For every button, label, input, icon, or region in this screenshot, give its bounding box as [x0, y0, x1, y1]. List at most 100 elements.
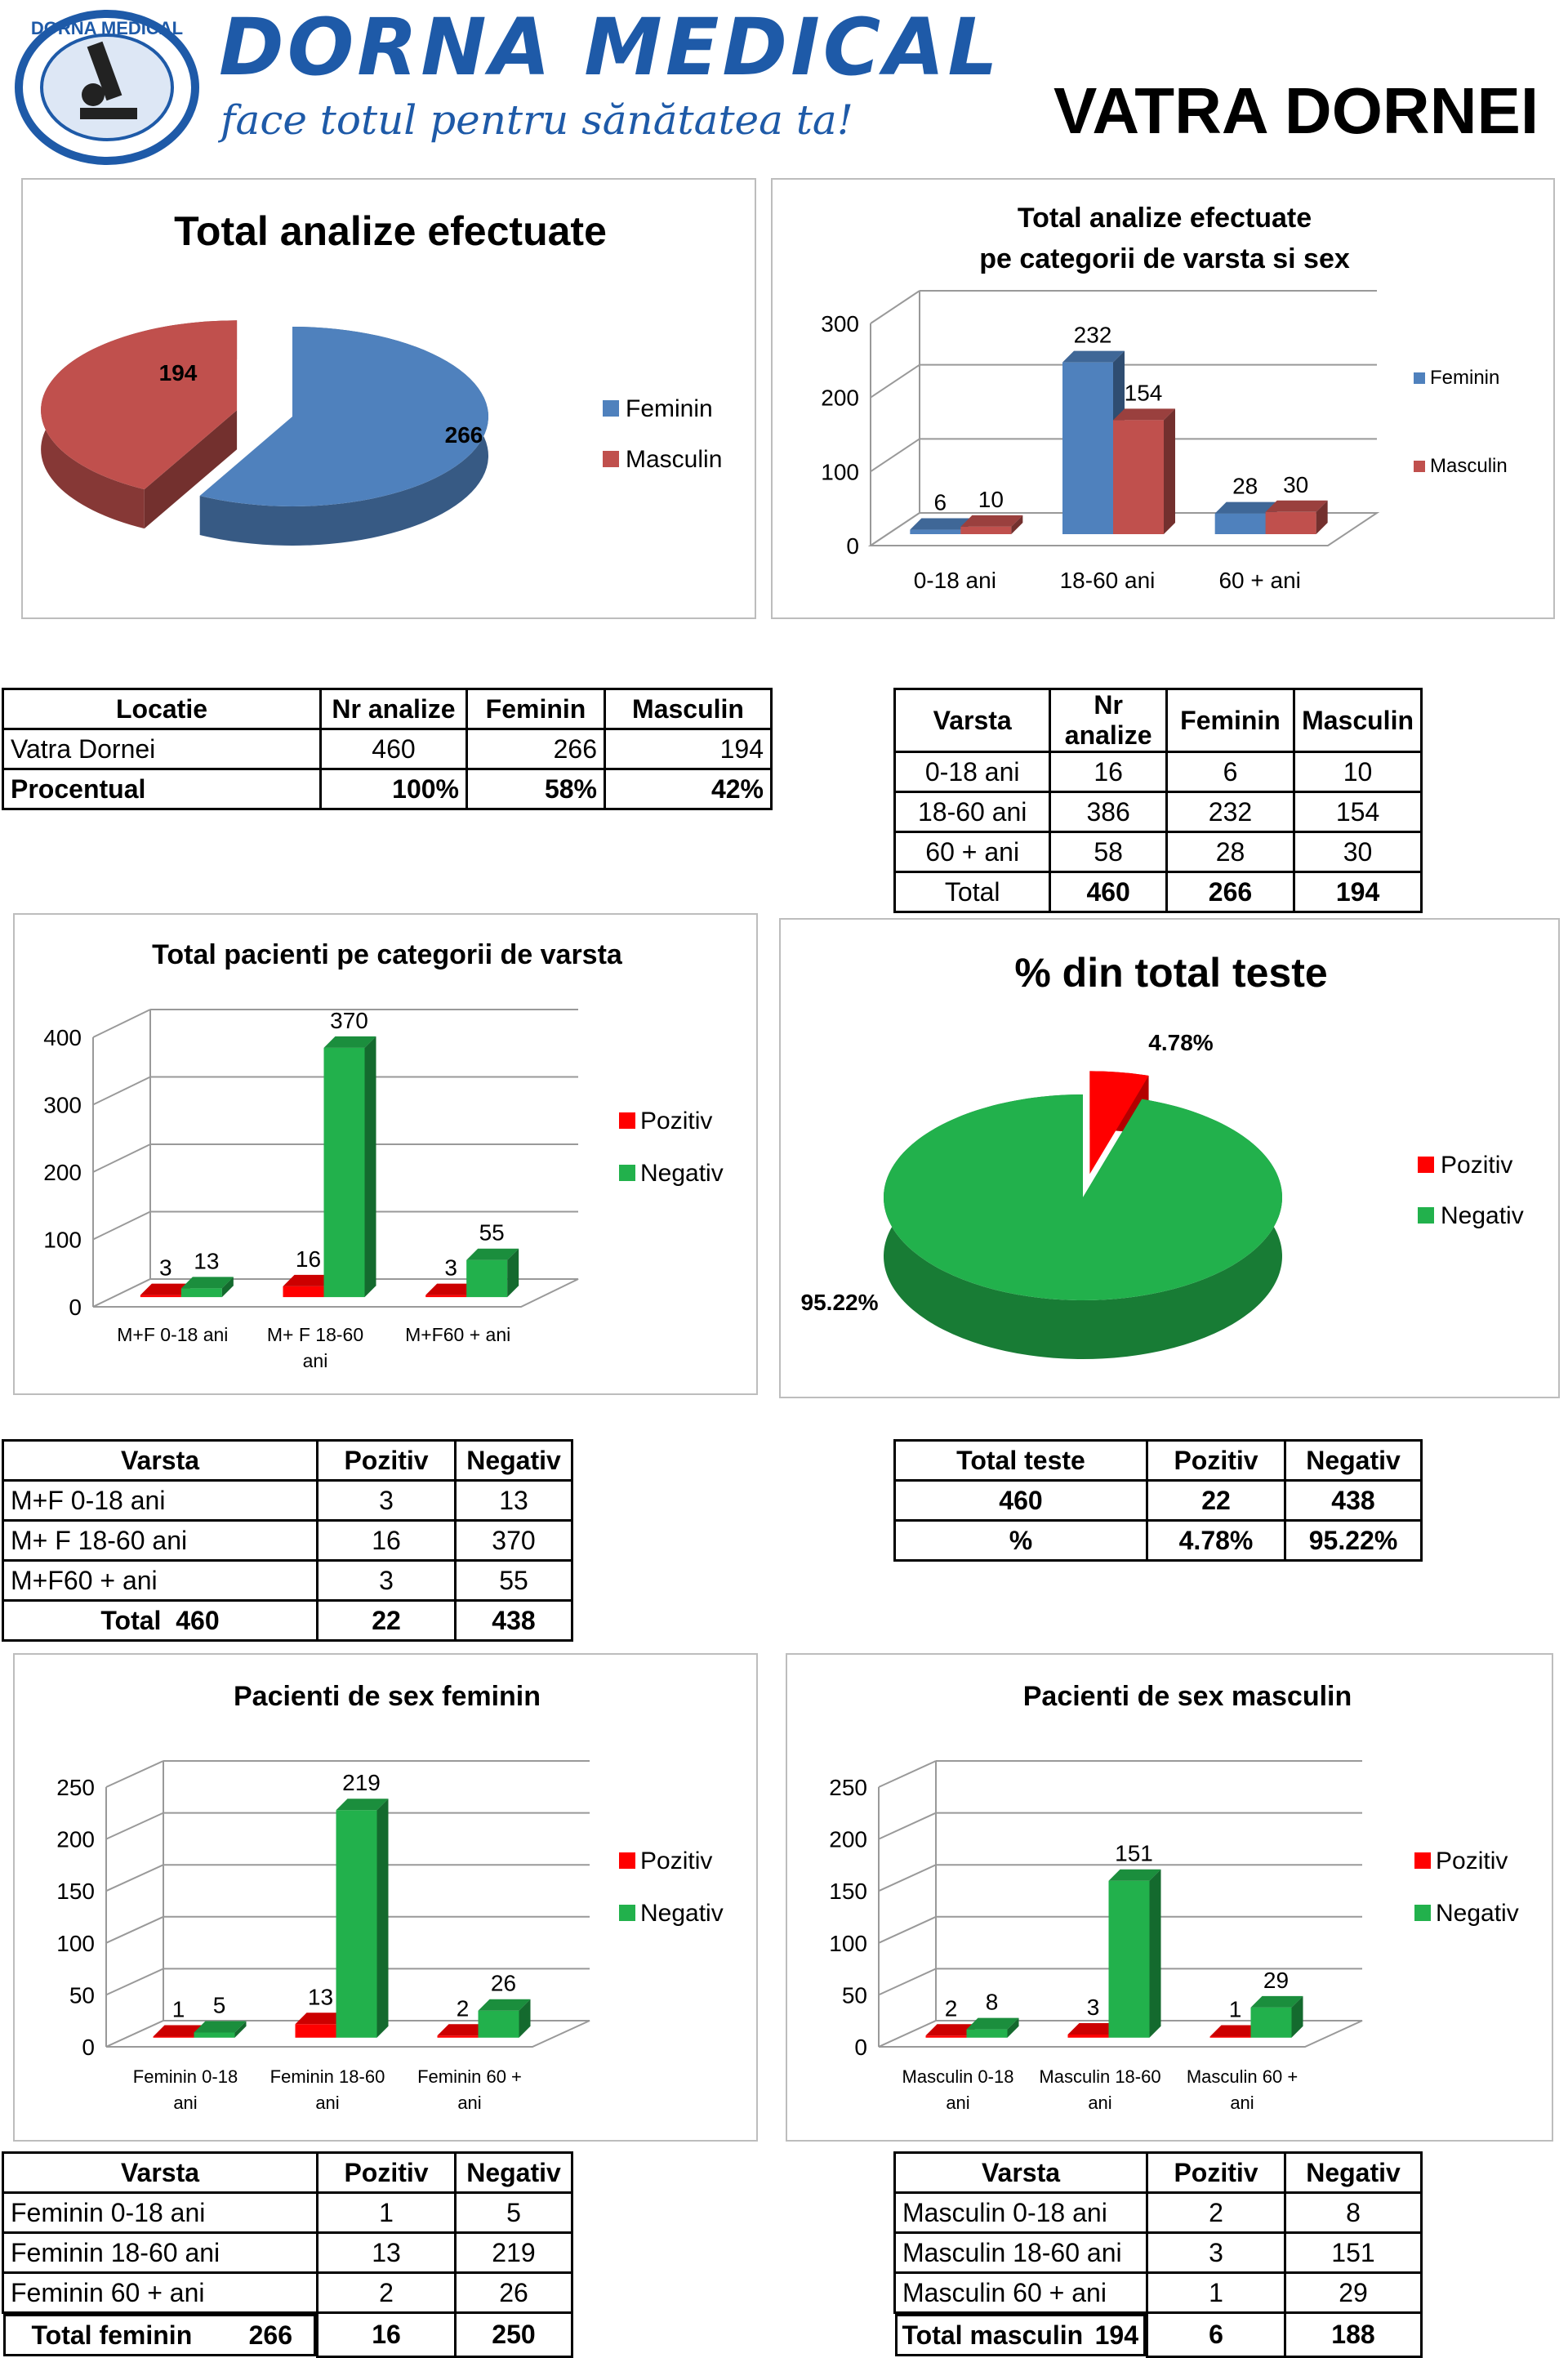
legend-swatch [1418, 1157, 1434, 1173]
bar-top [1265, 500, 1328, 512]
cell: 4.78% [1146, 1519, 1286, 1562]
chart-title: Total analize efectuate [1018, 203, 1312, 234]
bar-top [437, 2024, 490, 2036]
bar-top [194, 2021, 247, 2033]
legend-swatch [603, 451, 619, 467]
bar-top [180, 1277, 234, 1289]
col-header: Negativ [454, 1439, 573, 1482]
svg-text:DORNA MEDICAL: DORNA MEDICAL [31, 18, 183, 38]
cell: 219 [454, 2231, 573, 2274]
chart-panel-pacienti-varsta: Total pacienti pe categorii de varsta 0 10… [13, 913, 758, 1395]
cell: 266 [466, 728, 606, 770]
legend-label: Pozitiv [640, 1108, 712, 1134]
x-tick-label: Feminin 60 + [417, 2066, 522, 2087]
total-label: Total feminin [31, 2320, 193, 2350]
table-masculin: Varsta Pozitiv Negativ Masculin 0-18 ani… [893, 2151, 1423, 2358]
cell: Feminin 18-60 ani [2, 2231, 318, 2274]
bar-front [1067, 2034, 1109, 2038]
bar-front [295, 2024, 336, 2038]
legend-swatch [1414, 372, 1425, 384]
y-tick-label: 100 [56, 1931, 95, 1956]
x-tick-label: 60 + ani [1218, 568, 1300, 593]
x-tick-label: M+F 0-18 ani [117, 1324, 228, 1345]
bar-side [1291, 1995, 1303, 2038]
col-header: Total teste [893, 1439, 1148, 1482]
brand-name: DORNA MEDICAL [219, 2, 1001, 93]
table-row: 60 + ani 58 28 30 [893, 831, 1423, 873]
cell: 1 [1146, 2271, 1286, 2314]
cell: 22 [316, 1599, 457, 1642]
cell: 370 [454, 1519, 573, 1562]
y-tick-label: 0 [82, 2035, 95, 2060]
table-locatie: Locatie Nr analize Feminin Masculin Vatr… [2, 688, 773, 810]
table-row: Masculin 18-60 ani 3 151 [893, 2231, 1423, 2274]
bar-value-label: 10 [978, 487, 1004, 512]
x-tick-label: ani [1088, 2093, 1111, 2113]
cell: 194 [604, 728, 773, 770]
col-header: Masculin [1293, 688, 1423, 753]
bar-side [519, 1999, 531, 2038]
y-tick-label: 300 [43, 1093, 82, 1118]
legend-label: Negativ [640, 1900, 724, 1927]
col-header: Pozitiv [1146, 2151, 1286, 2194]
y-tick-label: 300 [821, 311, 859, 337]
cell: 95.22% [1284, 1519, 1423, 1562]
legend-label: Negativ [1441, 1202, 1524, 1229]
cell: 151 [1284, 2231, 1423, 2274]
x-tick-label: M+F60 + ani [405, 1324, 510, 1345]
logo-seal-icon: DORNA MEDICAL [15, 10, 199, 165]
bar-value-label: 16 [296, 1246, 321, 1272]
bar-value-label: 154 [1125, 380, 1163, 405]
bar-side [376, 1799, 389, 2038]
legend-swatch [619, 1905, 635, 1921]
cell-total: Total feminin 266 [2, 2314, 316, 2356]
col-header: Negativ [454, 2151, 573, 2194]
y-tick-label: 100 [829, 1931, 867, 1956]
legend-swatch [1414, 1852, 1431, 1869]
table-varsta-sex: Varsta Nr analize Feminin Masculin 0-18 … [893, 688, 1423, 913]
gridline-depth [105, 1864, 164, 1892]
bar-value-label: 232 [1074, 323, 1112, 348]
bar-value-label: 13 [194, 1248, 219, 1273]
bar-top [966, 2017, 1019, 2030]
chart-title: % din total teste [1014, 950, 1327, 996]
bar-value-label: 29 [1263, 1968, 1289, 1993]
bar-chart-pacienti-varsta: Total pacienti pe categorii de varsta 0 10… [43, 939, 723, 1371]
cell: 194 [1293, 871, 1423, 913]
cell: 386 [1049, 791, 1168, 833]
table-row: Feminin 18-60 ani 13 219 [2, 2231, 573, 2274]
cell: 58 [1049, 831, 1168, 873]
bar-front [966, 2029, 1008, 2038]
gridline-depth [92, 1076, 151, 1106]
bar-side [234, 2021, 247, 2038]
table-header-row: Varsta Pozitiv Negativ [2, 1439, 573, 1482]
col-header: Feminin [466, 688, 606, 730]
bar-top [153, 2025, 206, 2037]
chart-panel-total-analize: Total analize efectuate 266 194 Feminin Masc… [21, 178, 756, 619]
table-row: Total 460 266 194 [893, 871, 1423, 913]
cell: 55 [454, 1559, 573, 1602]
y-tick-label: 50 [842, 1982, 867, 2008]
bar-front [910, 529, 961, 534]
col-header: Varsta [2, 1439, 318, 1482]
cell: M+ F 18-60 ani [2, 1519, 318, 1562]
table-row: 460 22 438 [893, 1479, 1423, 1522]
bar-front [925, 2035, 967, 2038]
cell: 460 [1049, 871, 1168, 913]
y-tick-label: 250 [829, 1775, 867, 1800]
total-count: 266 [248, 2320, 292, 2350]
cell: 2 [316, 2271, 457, 2314]
bar-front [336, 1810, 377, 2038]
y-tick-label: 400 [43, 1025, 82, 1050]
cell: 100% [319, 768, 468, 810]
cell: 232 [1165, 791, 1296, 833]
cell: 13 [454, 1479, 573, 1522]
y-tick-label: 250 [56, 1775, 95, 1800]
table-header-row: Varsta Pozitiv Negativ [893, 2151, 1423, 2194]
cell: Feminin 60 + ani [2, 2271, 318, 2314]
cell: 18-60 ani [893, 791, 1052, 833]
cell: 438 [1284, 1479, 1423, 1522]
y-tick-label: 0 [846, 533, 859, 559]
cell: % [893, 1519, 1148, 1562]
col-header: Pozitiv [1146, 1439, 1286, 1482]
